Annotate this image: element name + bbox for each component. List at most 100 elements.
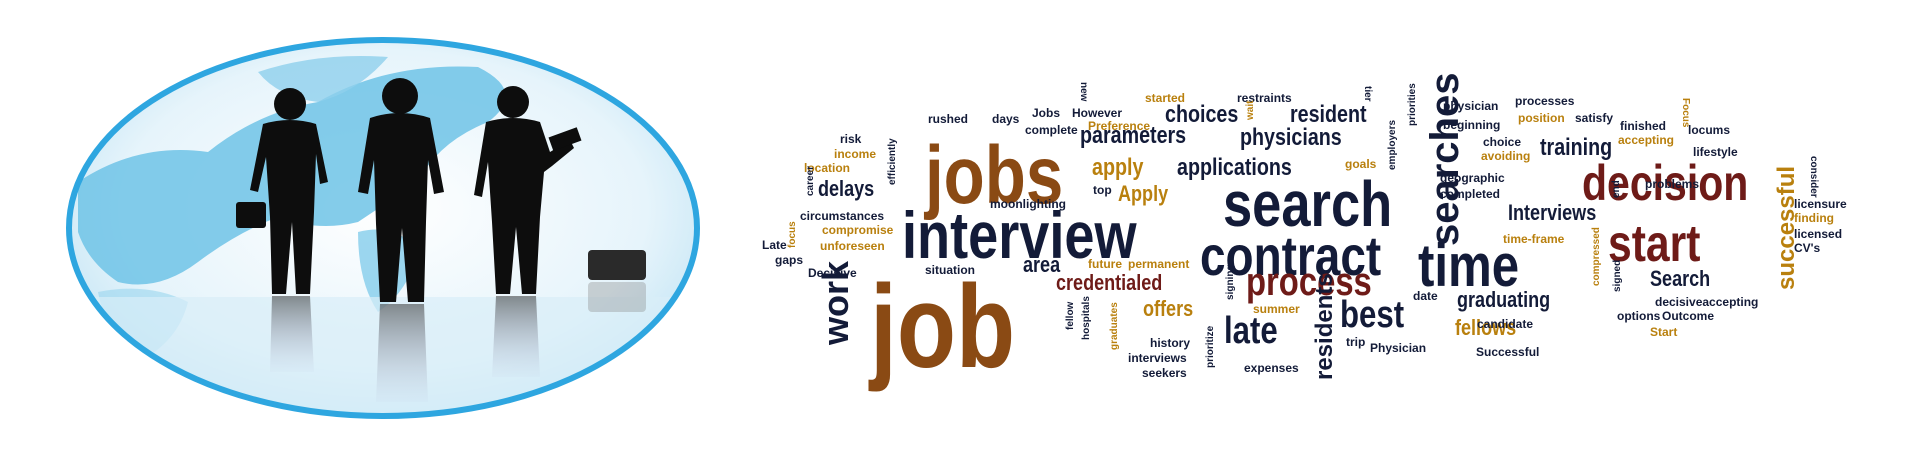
word-circumstances: circumstances: [800, 209, 885, 223]
word-time-frame: time-frame: [1503, 232, 1565, 246]
word-Search: Search: [1650, 266, 1711, 291]
word-risk: risk: [840, 132, 862, 146]
word-prioritize: prioritize: [1205, 325, 1216, 368]
word-goals: goals: [1345, 157, 1377, 171]
word-unforeseen: unforeseen: [820, 239, 885, 253]
word-credentialed: credentialed: [1056, 270, 1163, 295]
word-physician: physician: [1443, 99, 1499, 113]
emblem-illustration: [66, 37, 700, 419]
word-position: position: [1518, 111, 1565, 125]
word-Start: Start: [1650, 325, 1678, 339]
word-delays: delays: [818, 176, 875, 201]
word-late: late: [1224, 310, 1278, 352]
word-efficiently: efficiently: [887, 138, 898, 185]
word-problems: problems: [1645, 177, 1700, 191]
word-new: new: [1078, 82, 1089, 102]
word-geographic: geographic: [1440, 171, 1505, 185]
word-future: future: [1088, 257, 1122, 271]
word-start: start: [1608, 215, 1701, 273]
word-signing: signing: [1225, 264, 1236, 300]
word-licensure: licensure: [1794, 197, 1847, 211]
word-compromise: compromise: [822, 223, 894, 237]
word-summer: summer: [1253, 302, 1300, 316]
businessmen-silhouettes: [236, 78, 582, 302]
word-parameters: parameters: [1080, 122, 1187, 149]
word-avoiding: avoiding: [1481, 149, 1531, 163]
word-Interviews: Interviews: [1508, 200, 1597, 225]
word-licensed: licensed: [1794, 227, 1843, 241]
word-hospitals: hospitals: [1081, 296, 1092, 340]
word-location: location: [804, 161, 851, 175]
word-permanent: permanent: [1128, 257, 1190, 271]
word-consider: consider: [1808, 156, 1819, 198]
word-gaps: gaps: [775, 253, 804, 267]
word-priorities: priorities: [1407, 83, 1418, 126]
word-jobs: jobs: [925, 130, 1064, 221]
word-employers: employers: [1387, 119, 1398, 170]
word-beginning: beginning: [1443, 118, 1501, 132]
word-restraints: restraints: [1237, 91, 1292, 105]
business-team-emblem: [58, 32, 708, 424]
word-situation: situation: [925, 263, 975, 277]
word-days: days: [992, 112, 1020, 126]
word-rushed: rushed: [928, 112, 969, 126]
word-compressed: compressed: [1591, 227, 1602, 286]
word-Successful: Successful: [1476, 345, 1540, 359]
word-Outcome: Outcome: [1662, 309, 1715, 323]
word-decision: decision: [1582, 155, 1749, 211]
silhouette-reflections: [270, 296, 540, 402]
word-decisiveaccepting: decisiveaccepting: [1655, 295, 1759, 309]
word-applications: applications: [1177, 154, 1292, 181]
word-search: search: [1223, 168, 1393, 240]
word-end: end: [1611, 180, 1622, 198]
word-Decisive: Decisive: [808, 266, 857, 280]
word-focus: focus: [787, 221, 798, 248]
word-offers: offers: [1143, 296, 1194, 321]
word-choice: choice: [1483, 135, 1522, 149]
word-signed: signed: [1612, 259, 1623, 292]
word-Preference: Preference: [1088, 119, 1151, 133]
word-choices: choices: [1165, 101, 1239, 128]
word-graduates: graduates: [1109, 302, 1120, 350]
word-income: income: [834, 147, 877, 161]
word-date: date: [1413, 289, 1438, 303]
word-started: started: [1145, 91, 1186, 105]
emblem-ring: [66, 37, 700, 419]
word-satisfy: satisfy: [1575, 111, 1614, 125]
word-fellow: fellow: [1065, 301, 1076, 330]
word-finished: finished: [1620, 119, 1667, 133]
word-finding: finding: [1794, 211, 1834, 225]
word-history: history: [1150, 336, 1191, 350]
word-process: process: [1246, 260, 1372, 304]
word-Apply: Apply: [1118, 181, 1169, 206]
word-interview: interview: [902, 198, 1137, 272]
word-Jobs: Jobs: [1032, 106, 1061, 120]
word-complete: complete: [1025, 123, 1078, 137]
word-accepting: accepting: [1618, 133, 1675, 147]
word-residents: residents: [1311, 273, 1338, 380]
word-interviews: interviews: [1128, 351, 1187, 365]
word-area: area: [1023, 252, 1061, 277]
word-Physician: Physician: [1370, 341, 1427, 355]
word-wait: wait: [1245, 100, 1256, 120]
word-processes: processes: [1515, 94, 1575, 108]
word-expenses: expenses: [1244, 361, 1299, 375]
word-trip: trip: [1346, 335, 1366, 349]
word-lifestyle: lifestyle: [1693, 145, 1738, 159]
word-training: training: [1540, 134, 1613, 161]
word-time: time: [1418, 232, 1520, 299]
word-candidate: candidate: [1477, 317, 1534, 331]
word-apply: apply: [1092, 154, 1144, 181]
word-fellows: fellows: [1455, 315, 1517, 340]
word-best: best: [1340, 294, 1405, 336]
word-Focus: Focus: [1680, 98, 1691, 128]
suitcase: [588, 250, 646, 280]
word-moonlighting: moonlighting: [990, 197, 1066, 211]
word-Late: Late: [762, 238, 787, 252]
word-options: options: [1617, 309, 1661, 323]
word-graduating: graduating: [1457, 287, 1551, 312]
word-seekers: seekers: [1142, 366, 1187, 380]
word-job: job: [870, 261, 1016, 393]
word-top: top: [1093, 183, 1112, 197]
